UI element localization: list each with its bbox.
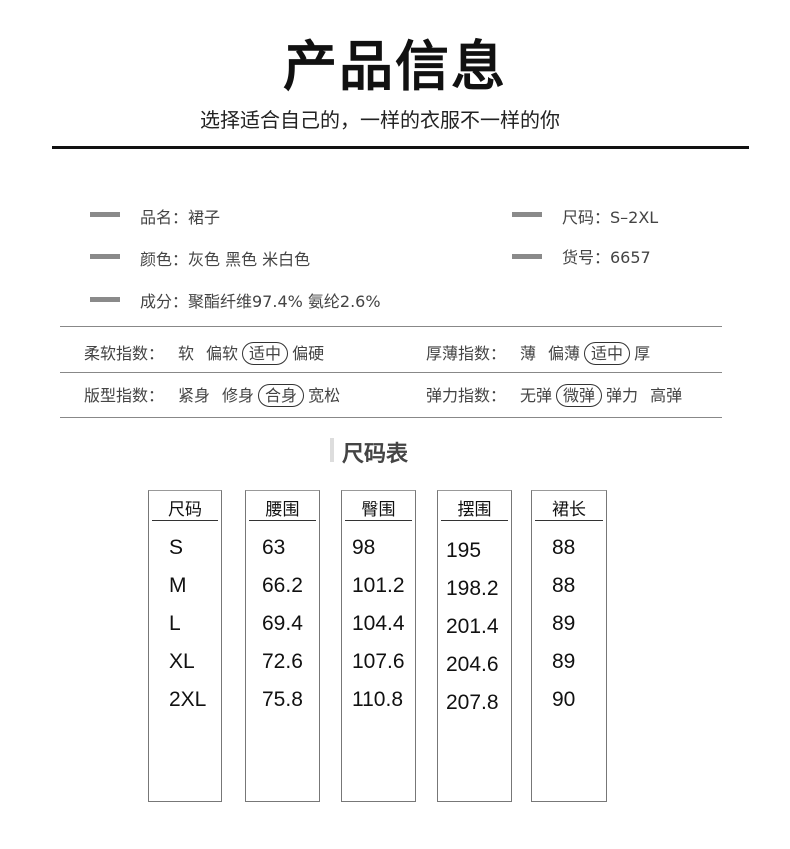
index-row: 厚薄指数： 薄偏薄 适中厚	[426, 340, 662, 365]
header-underline	[441, 520, 508, 521]
cell-value: 107.6	[352, 650, 405, 673]
cell-value: 198.2	[446, 577, 499, 600]
cell-value: 101.2	[352, 574, 405, 597]
index-option: 偏软	[206, 344, 239, 363]
divider	[60, 326, 722, 327]
divider	[52, 146, 749, 149]
size-column: 摆围 195 198.2 201.4 204.6 207.8	[437, 490, 512, 802]
cell-value: S	[169, 536, 184, 559]
column-header: 尺码	[168, 500, 202, 520]
index-option: 高弹	[650, 386, 683, 405]
size-column: 裙长 88 88 89 89 90	[531, 490, 607, 802]
cell-value: L	[169, 612, 181, 635]
size-table-title: 尺码表	[342, 442, 409, 467]
cell-value: 204.6	[446, 653, 499, 676]
size-column: 臀围 98 101.2 104.4 107.6 110.8	[341, 490, 416, 802]
page-title: 产品信息	[283, 35, 507, 98]
index-row: 弹力指数： 无弹 微弹 弹力 高弹	[426, 382, 694, 407]
bullet-dash	[90, 254, 120, 259]
product-colors: 颜色：灰色 黑色 米白色	[140, 250, 311, 269]
cell-value: 195	[446, 539, 482, 562]
cell-value: 110.8	[352, 688, 403, 711]
cell-value: 98	[352, 536, 376, 559]
header-underline	[152, 520, 218, 521]
product-sku: 货号：6657	[562, 248, 651, 267]
index-option: 修身	[222, 386, 255, 405]
product-material: 成分：聚酯纤维97.4% 氨纶2.6%	[140, 292, 381, 311]
cell-value: 89	[552, 612, 576, 635]
header-underline	[535, 520, 603, 521]
index-option: 紧身	[178, 386, 211, 405]
index-option-selected: 微弹	[556, 384, 603, 407]
cell-value: 2XL	[169, 688, 207, 711]
header-underline	[249, 520, 316, 521]
bullet-dash	[512, 254, 542, 259]
index-option: 薄	[520, 344, 537, 363]
index-option-selected: 适中	[242, 342, 289, 365]
column-header: 裙长	[552, 500, 586, 520]
index-option: 软	[178, 344, 195, 363]
section-marker	[330, 438, 334, 462]
cell-value: 207.8	[446, 691, 499, 714]
index-option: 偏硬	[292, 344, 325, 363]
cell-value: 88	[552, 574, 576, 597]
cell-value: 90	[552, 688, 576, 711]
index-option: 无弹	[520, 386, 553, 405]
cell-value: M	[169, 574, 187, 597]
divider	[60, 417, 722, 418]
index-option: 宽松	[308, 386, 341, 405]
index-option: 弹力	[606, 386, 639, 405]
header-underline	[345, 520, 412, 521]
cell-value: 88	[552, 536, 576, 559]
cell-value: 72.6	[262, 650, 303, 673]
cell-value: 63	[262, 536, 286, 559]
column-header: 腰围	[265, 500, 300, 520]
index-option-selected: 合身	[258, 384, 305, 407]
index-option-selected: 适中	[584, 342, 631, 365]
column-header: 摆围	[457, 500, 492, 520]
index-label: 弹力指数：	[426, 386, 507, 405]
size-column: 尺码 S M L XL 2XL	[148, 490, 222, 802]
bullet-dash	[90, 297, 120, 302]
index-label: 柔软指数：	[84, 344, 165, 363]
cell-value: XL	[169, 650, 195, 673]
product-name: 品名：裙子	[140, 208, 221, 227]
cell-value: 89	[552, 650, 576, 673]
cell-value: 69.4	[262, 612, 303, 635]
index-row: 版型指数： 紧身 修身 合身 宽松	[84, 382, 352, 407]
size-column: 腰围 63 66.2 69.4 72.6 75.8	[245, 490, 320, 802]
index-option: 偏薄	[548, 344, 581, 363]
index-row: 柔软指数： 软偏软 适中 偏硬	[84, 340, 336, 365]
cell-value: 66.2	[262, 574, 303, 597]
cell-value: 104.4	[352, 612, 405, 635]
column-header: 臀围	[361, 500, 396, 520]
index-option: 厚	[634, 344, 651, 363]
size-range: 尺码：S–2XL	[562, 208, 659, 227]
bullet-dash	[512, 212, 542, 217]
cell-value: 75.8	[262, 688, 303, 711]
index-label: 版型指数：	[84, 386, 165, 405]
cell-value: 201.4	[446, 615, 499, 638]
bullet-dash	[90, 212, 120, 217]
index-label: 厚薄指数：	[426, 344, 507, 363]
subtitle: 选择适合自己的，一样的衣服不一样的你	[200, 108, 560, 132]
divider	[60, 372, 722, 373]
